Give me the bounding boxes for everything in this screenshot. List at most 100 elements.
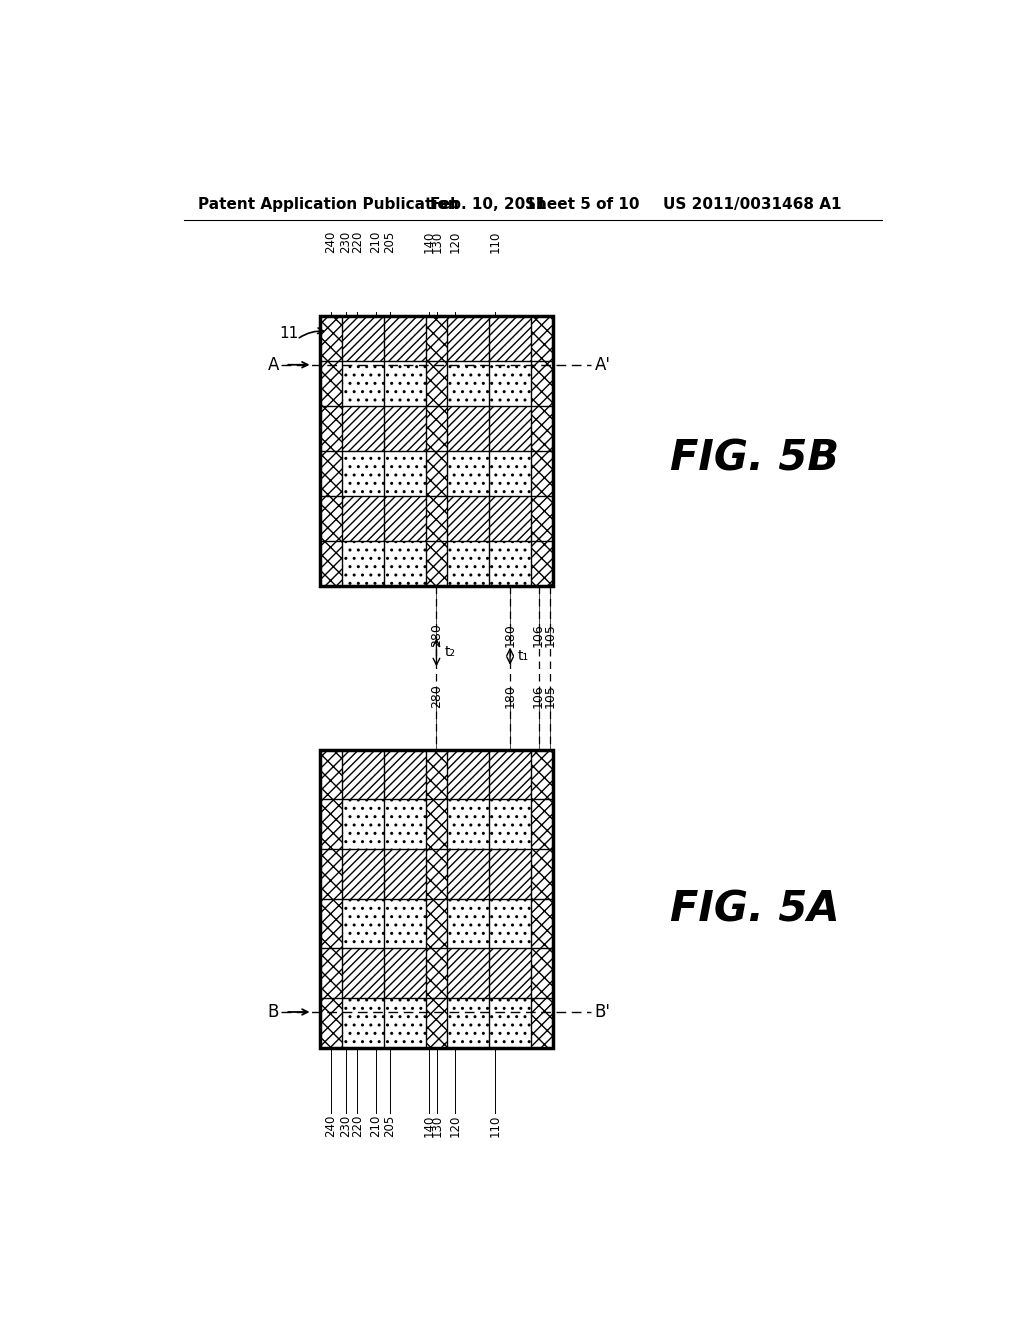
Bar (426, 849, 447, 899)
Bar (447, 800, 489, 849)
Bar (489, 899, 531, 949)
Bar (384, 407, 426, 451)
Bar (342, 998, 384, 1048)
Bar (447, 899, 489, 949)
Text: 240: 240 (325, 1114, 338, 1137)
Bar (447, 849, 489, 899)
Bar (447, 998, 489, 1048)
Bar (321, 496, 342, 541)
Bar (321, 849, 342, 899)
Bar (426, 317, 447, 362)
Bar (531, 750, 553, 800)
Bar (342, 541, 384, 586)
Bar (384, 541, 426, 586)
Text: 140: 140 (423, 1114, 436, 1137)
Bar (489, 407, 531, 451)
Text: 280: 280 (430, 623, 443, 647)
Text: t₁: t₁ (518, 649, 529, 663)
Text: 105: 105 (544, 623, 557, 647)
Bar (426, 949, 447, 998)
Bar (384, 949, 426, 998)
Text: 220: 220 (351, 1114, 364, 1137)
Bar (426, 541, 447, 586)
Text: Sheet 5 of 10: Sheet 5 of 10 (524, 197, 639, 213)
Text: 130: 130 (431, 1114, 443, 1137)
Text: 230: 230 (339, 231, 352, 253)
Bar (447, 496, 489, 541)
Bar (321, 317, 342, 362)
Text: 140: 140 (423, 231, 436, 253)
Bar (489, 317, 531, 362)
Bar (321, 800, 342, 849)
Bar (531, 317, 553, 362)
Bar (531, 362, 553, 407)
Text: B': B' (595, 1003, 610, 1020)
Text: 120: 120 (449, 231, 462, 253)
Text: 11: 11 (280, 326, 298, 342)
Bar (384, 998, 426, 1048)
Text: 106: 106 (532, 623, 545, 647)
Text: 230: 230 (339, 1114, 352, 1137)
Text: Patent Application Publication: Patent Application Publication (198, 197, 459, 213)
Bar (342, 407, 384, 451)
Bar (342, 949, 384, 998)
Text: 280: 280 (430, 684, 443, 709)
Bar (342, 451, 384, 496)
Bar (342, 317, 384, 362)
Bar (321, 362, 342, 407)
Bar (447, 362, 489, 407)
Bar (384, 800, 426, 849)
Text: A': A' (595, 356, 610, 374)
Bar (489, 451, 531, 496)
Bar (342, 496, 384, 541)
Text: Feb. 10, 2011: Feb. 10, 2011 (430, 197, 547, 213)
Bar (321, 750, 342, 800)
Bar (489, 496, 531, 541)
Bar (447, 750, 489, 800)
Bar (489, 849, 531, 899)
Bar (321, 317, 553, 586)
Bar (384, 750, 426, 800)
Text: 106: 106 (532, 684, 545, 708)
Bar (489, 750, 531, 800)
Bar (531, 451, 553, 496)
Bar (531, 849, 553, 899)
Bar (447, 451, 489, 496)
Bar (447, 949, 489, 998)
Bar (384, 899, 426, 949)
Bar (531, 800, 553, 849)
Text: 210: 210 (370, 231, 383, 253)
Bar (321, 451, 342, 496)
Bar (321, 750, 553, 1048)
Text: 120: 120 (449, 1114, 462, 1137)
Bar (531, 998, 553, 1048)
Bar (531, 496, 553, 541)
Text: 210: 210 (370, 1114, 383, 1137)
Bar (489, 800, 531, 849)
Bar (426, 800, 447, 849)
Text: FIG. 5B: FIG. 5B (671, 438, 840, 479)
Bar (342, 849, 384, 899)
Text: 205: 205 (383, 231, 396, 253)
Bar (426, 750, 447, 800)
Bar (426, 998, 447, 1048)
Text: t₂: t₂ (444, 645, 456, 660)
Bar (321, 949, 342, 998)
Bar (426, 407, 447, 451)
Bar (342, 750, 384, 800)
Bar (531, 407, 553, 451)
Bar (447, 407, 489, 451)
Bar (384, 849, 426, 899)
Text: FIG. 5A: FIG. 5A (671, 888, 840, 931)
Text: 220: 220 (351, 231, 364, 253)
Bar (426, 496, 447, 541)
Bar (384, 496, 426, 541)
Text: A: A (267, 356, 280, 374)
Text: B: B (267, 1003, 280, 1020)
Bar (321, 407, 342, 451)
Text: 240: 240 (325, 231, 338, 253)
Bar (447, 541, 489, 586)
Bar (426, 899, 447, 949)
Bar (447, 317, 489, 362)
Text: 110: 110 (488, 1114, 502, 1137)
